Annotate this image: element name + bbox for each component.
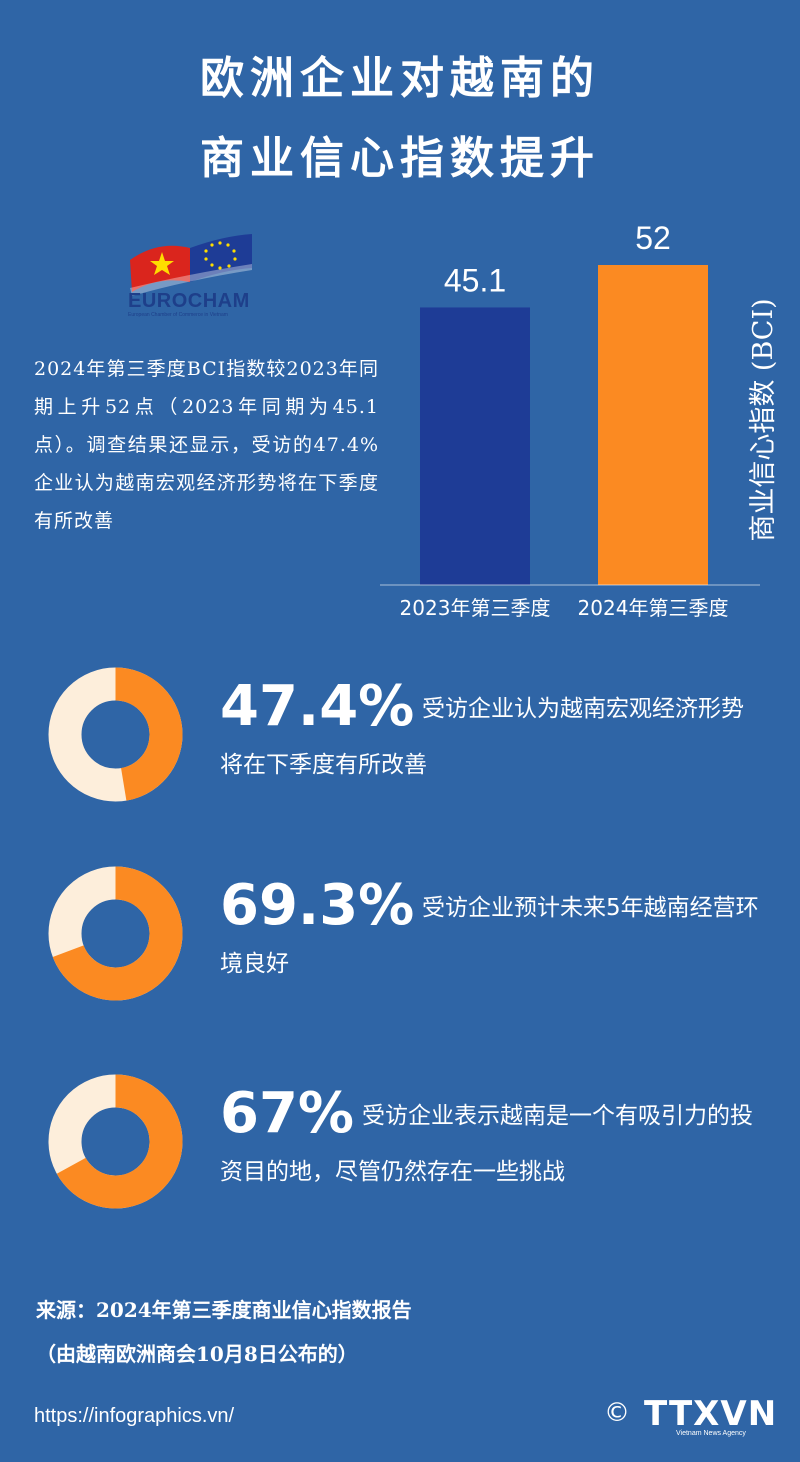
eurocham-logo-subtitle: European Chamber of Commerce in Vietnam [128,312,228,318]
donut-value-segment-2 [52,866,183,1001]
summary-text: 2024年第三季度BCI指数较2023年同期上升52点（2023年同期为45.1… [34,358,379,532]
stat-text-2-line-1: 受访企业预计未来5年越南经营环 [422,895,759,921]
stat-block-1: 47.4% 受访企业认为越南宏观经济形势 将在下季度有所改善 [0,667,800,807]
y-axis-label: 商业信心指数 (BCI) [748,298,779,541]
stat-percent-1: 47.4% [220,674,415,739]
donut-value-segment-3 [56,1074,183,1209]
stat-percent-2: 69.3% [220,873,415,938]
copyright-icon: © [604,1398,630,1428]
bar-2 [598,265,708,585]
donut-chart-3 [48,1074,183,1209]
stat-block-2: 69.3% 受访企业预计未来5年越南经营环 境良好 [0,866,800,1006]
title-line-1: 欧洲企业对越南的 [200,53,600,104]
bar-1 [420,307,530,585]
ttxvn-logo-subtitle: Vietnam News Agency [676,1430,746,1437]
bar-value-label-2: 52 [635,220,671,256]
title-line-2: 商业信心指数提升 [200,133,600,184]
bci-bar-chart: 45.1 2023年第三季度 52 2024年第三季度 商业信心指数 (BCI) [380,220,779,620]
stat-text-1-line-2: 将在下季度有所改善 [220,752,427,778]
source-line-1: 来源：2024年第三季度商业信心指数报告 [36,1298,412,1322]
category-label-1: 2023年第三季度 [400,596,551,620]
source-line-2: （由越南欧洲商会10月8日公布的） [36,1342,358,1366]
stat-percent-3: 67% [220,1081,355,1146]
donut-chart-1 [48,667,183,802]
eurocham-logo-text: EUROCHAM [128,290,250,312]
stat-text-3-line-1: 受访企业表示越南是一个有吸引力的投 [362,1103,753,1129]
eurocham-flag-logo [130,234,252,296]
ttxvn-logo: TTXVN [644,1394,778,1434]
stat-text-2-line-2: 境良好 [220,951,289,977]
stat-text-1-line-1: 受访企业认为越南宏观经济形势 [422,696,744,722]
donut-value-segment-1 [115,667,183,801]
bar-value-label-1: 45.1 [444,262,506,298]
donut-chart-2 [48,866,183,1001]
stat-block-3: 67% 受访企业表示越南是一个有吸引力的投 资目的地，尽管仍然存在一些挑战 [0,1074,800,1214]
stat-text-3-line-2: 资目的地，尽管仍然存在一些挑战 [220,1159,565,1185]
category-label-2: 2024年第三季度 [578,596,729,620]
website-link[interactable]: https://infographics.vn/ [34,1405,235,1427]
